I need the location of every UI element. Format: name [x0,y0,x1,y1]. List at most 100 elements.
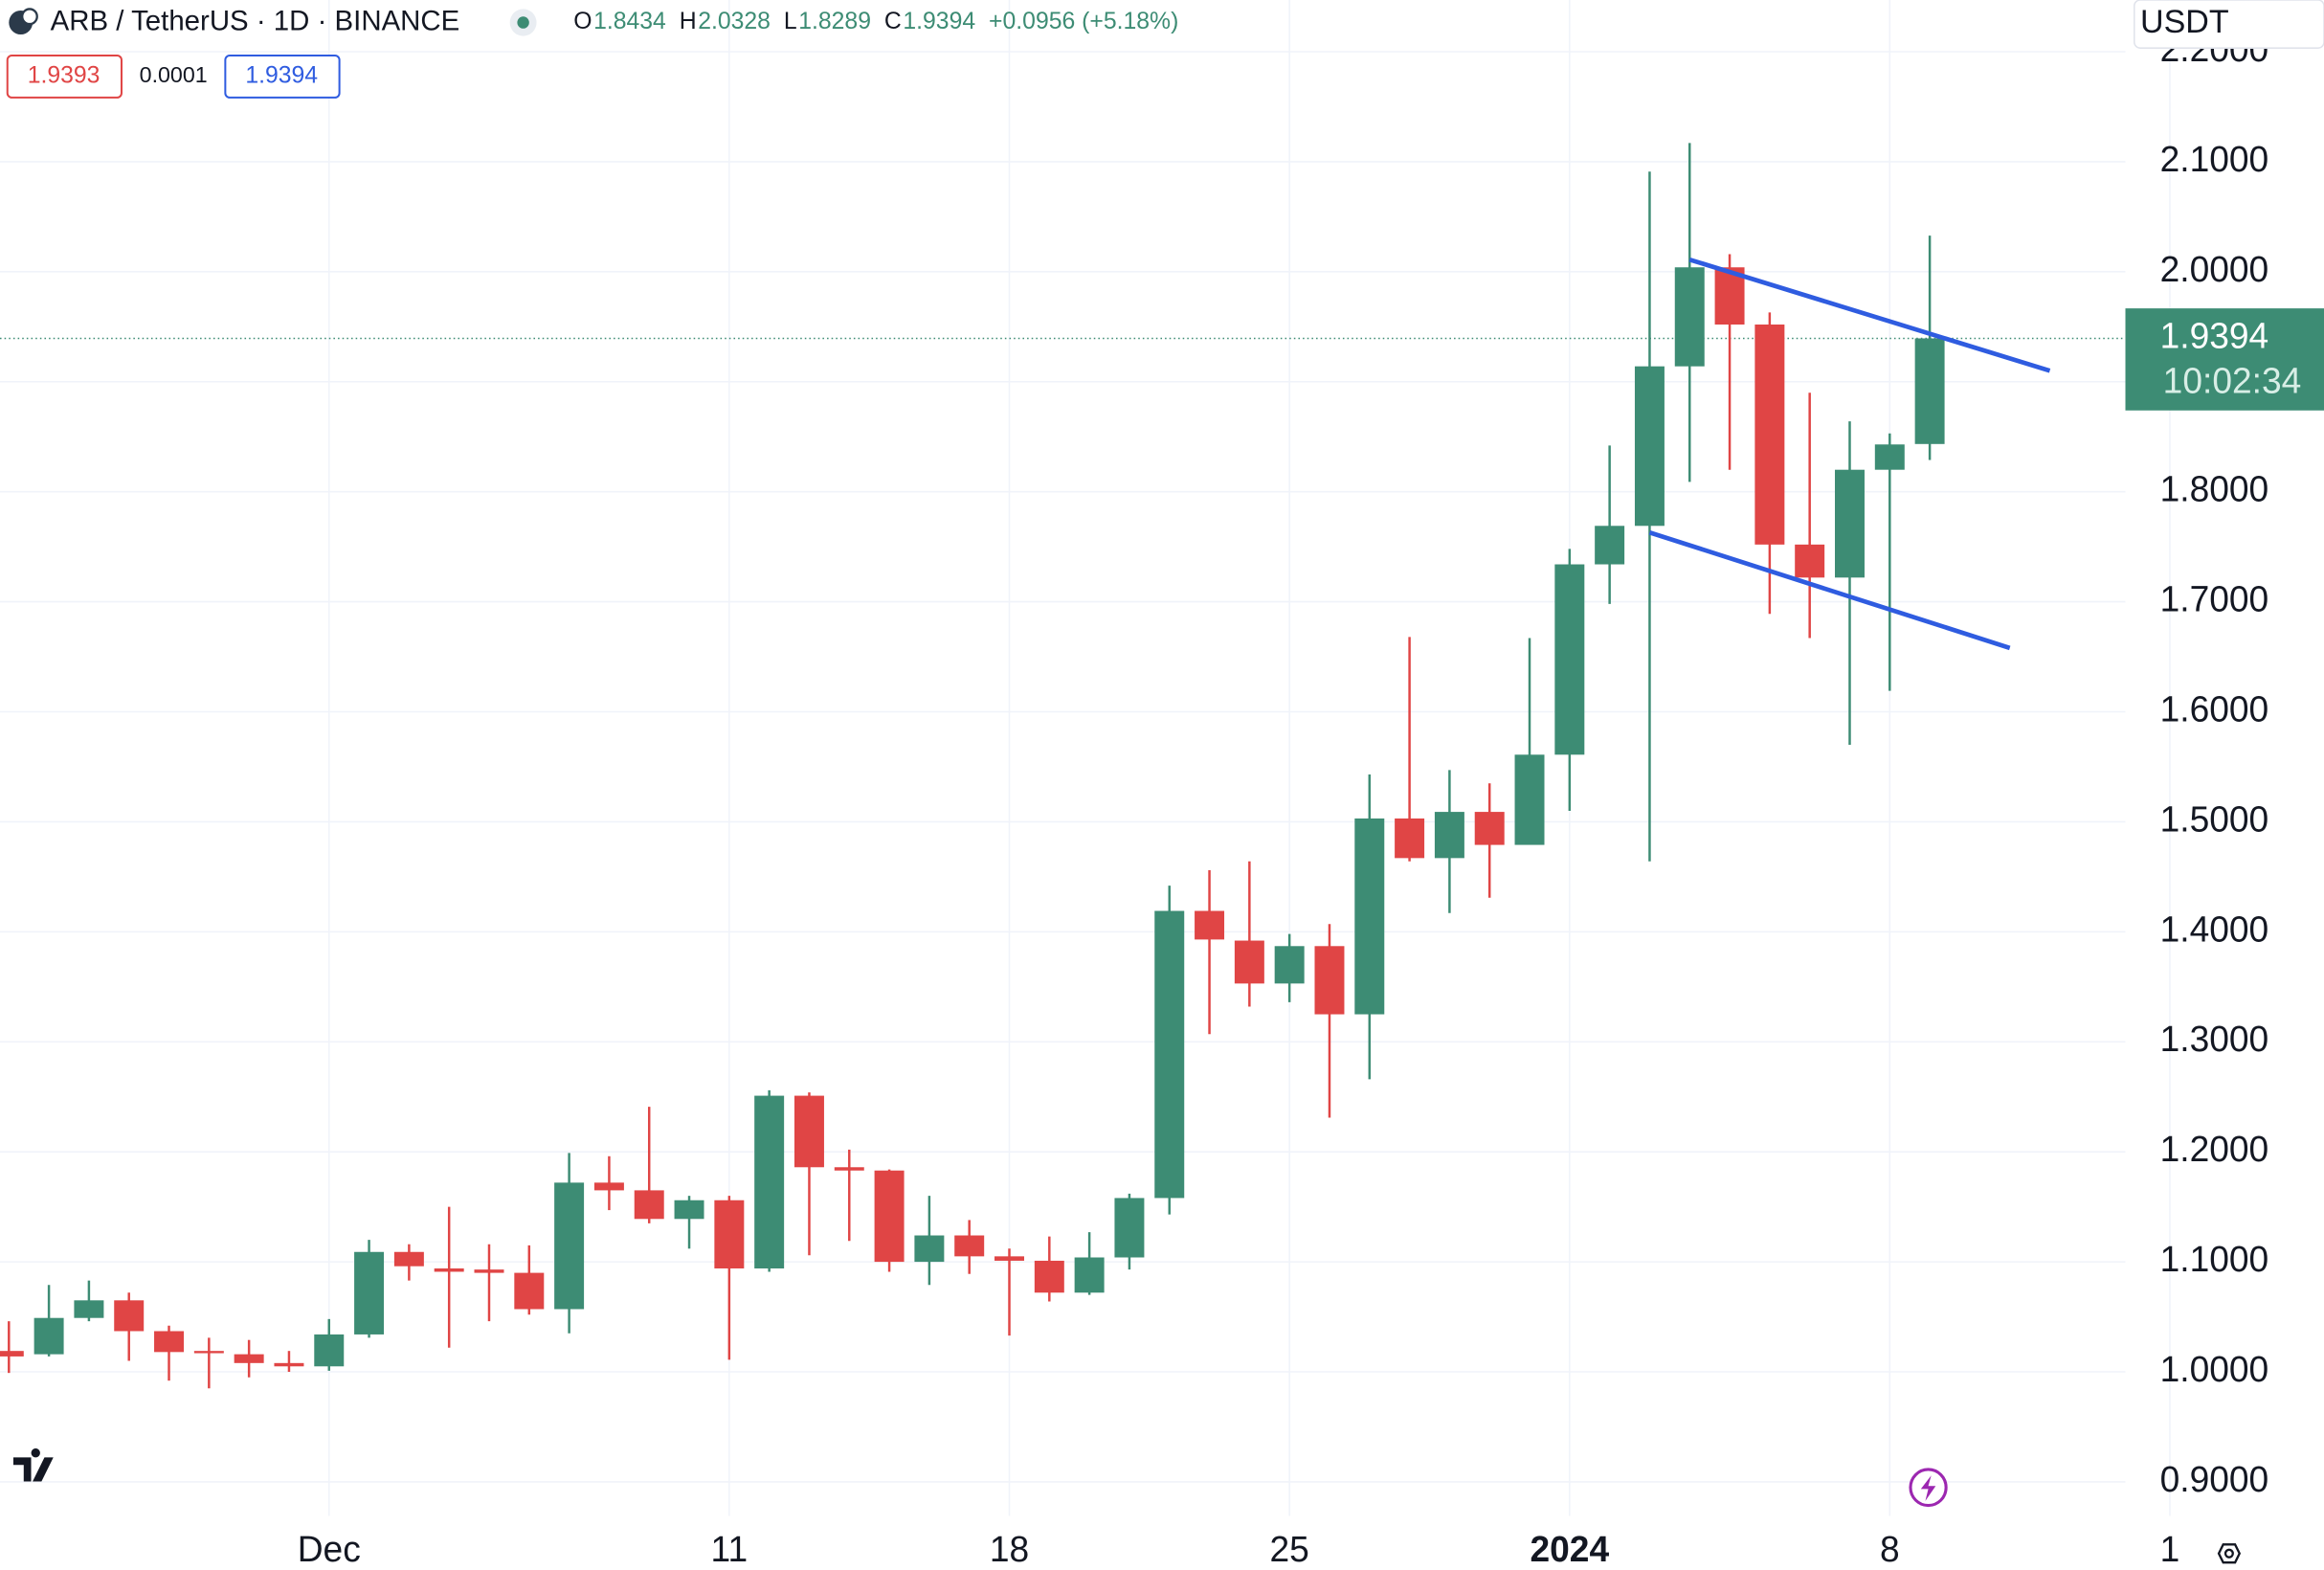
candle-body [593,1182,624,1191]
candle-body [1835,469,1865,578]
change: +0.0956 (+5.18%) [989,8,1178,34]
plot [0,143,2126,1389]
ohlc-value: 1.9394 [903,8,975,34]
ohlc-label: L [784,8,797,34]
candle-body [354,1251,385,1334]
candle-body [234,1354,264,1363]
y-tick-label: 1.2000 [2160,1129,2269,1169]
candle-body [314,1334,345,1367]
candle-body [1554,564,1585,755]
x-tick-label: 8 [1880,1529,1900,1569]
header: ARB / TetherUS · 1D · BINANCE O 1.8434 H 2.… [6,5,1178,99]
axis: 0.9000 1.0000 1.1000 1.2000 1.3000 1.4000 1.50… [298,29,2324,1569]
candle-body [674,1200,704,1220]
candle-body [514,1272,545,1310]
candle-body [1274,946,1305,984]
x-tick-label: 1 [2160,1529,2180,1569]
trend-line [1648,529,2011,651]
x-tick-label: 2024 [1531,1529,1610,1569]
candle-body [74,1300,104,1318]
x-tick-label: 25 [1270,1529,1309,1569]
candle-body [994,1256,1024,1261]
candle-body [793,1095,824,1168]
candle-body [1154,910,1185,1199]
candle-body [554,1182,585,1310]
candle-body [1234,940,1264,984]
candle-body [474,1269,504,1273]
candle-body [834,1167,864,1171]
ohlc-value: 1.8289 [798,8,871,34]
spread: 0.0001 [140,62,208,87]
candle-body [914,1235,945,1263]
x-tick-label: Dec [298,1529,361,1569]
candle-body [1195,910,1225,940]
candle-body [154,1331,185,1353]
y-tick-label: 2.0000 [2160,249,2269,289]
ohlc-value: 2.0328 [698,8,771,34]
candle-body [1674,267,1705,367]
y-tick-label: 1.3000 [2160,1019,2269,1059]
settings-dot [2223,1548,2234,1559]
ask: 1.9394 [245,61,318,88]
candle-body [1074,1257,1105,1293]
candle-body [1634,366,1665,527]
candle-body [1314,946,1345,1015]
lightning-icon [1920,1475,1936,1501]
y-tick-label: 1.4000 [2160,908,2269,949]
candle-body [1595,526,1625,565]
countdown: 10:02:34 [2163,360,2302,400]
y-tick-label: 1.8000 [2160,468,2269,508]
settings-icon[interactable] [2217,1543,2242,1564]
logo-shape [12,1448,54,1482]
candle-body [874,1170,905,1263]
ohlc-value: 1.8434 [593,8,666,34]
ask-box [224,54,341,99]
bid: 1.9393 [28,61,101,88]
candle-body [193,1351,224,1354]
candle-body [1795,544,1825,578]
y-tick-label: 2.1000 [2160,139,2269,179]
y-tick-label: 1.0000 [2160,1349,2269,1389]
trend-line [1688,257,2051,373]
candle-body [1395,818,1425,859]
price-tag-label: 1.9394 [2160,315,2269,355]
candle-body [114,1300,145,1332]
y-tick-label: 0.9000 [2160,1459,2269,1499]
symbol-icon [21,8,38,26]
x-tick-label: 18 [990,1529,1029,1569]
candle-body [34,1317,64,1355]
candle-body [274,1362,304,1367]
candle-body [1754,325,1785,545]
ohlc-label: C [884,8,902,34]
currency-button[interactable] [2134,0,2324,49]
y-tick-label: 1.6000 [2160,688,2269,729]
bid-box [6,54,123,99]
candle-body [1354,818,1385,1015]
settings-hex [2217,1543,2242,1564]
ohlc-label: O [573,8,592,34]
candle-body [393,1251,424,1267]
candle-body [634,1190,664,1220]
candle-body [1474,812,1505,845]
y-tick-label: 1.7000 [2160,578,2269,618]
candle-body [1034,1260,1064,1293]
y-tick-label: 1.1000 [2160,1239,2269,1279]
currency[interactable]: USDT [2140,4,2229,40]
candle-body [714,1200,745,1268]
candle-body [754,1095,785,1268]
tradingview-logo [12,1448,54,1482]
x-tick-label: 11 [711,1529,749,1569]
candle-body [1434,812,1464,859]
grid [0,0,2171,1516]
candle-body [954,1235,985,1257]
candle-body [1114,1198,1145,1258]
symbol-title: ARB / TetherUS · 1D · BINANCE [51,5,460,36]
candle-body [1874,444,1905,470]
status-dot [517,16,529,29]
ohlc-label: H [680,8,697,34]
ohlc-legend: O 1.8434 H 2.0328 L 1.8289 C 1.9394 [573,8,975,34]
price-tag [2125,308,2324,411]
